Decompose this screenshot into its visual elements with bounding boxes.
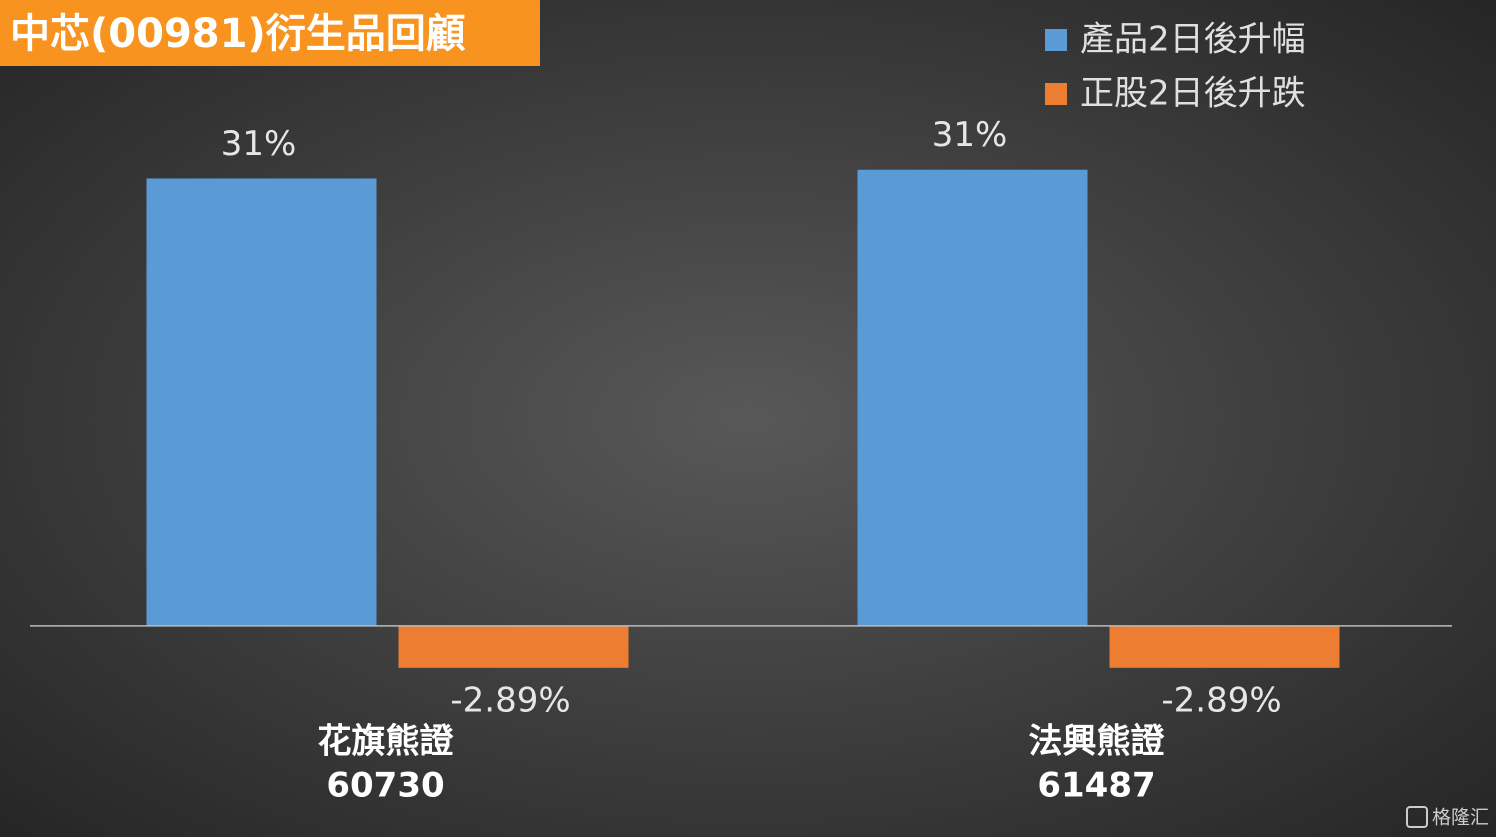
x-tick-code: 60730 — [326, 766, 444, 806]
data-label: 31% — [221, 124, 297, 164]
legend-label: 正股2日後升跌 — [1080, 74, 1306, 114]
bar — [398, 625, 629, 668]
legend-label: 產品2日後升幅 — [1080, 20, 1306, 60]
data-label: -2.89% — [1161, 680, 1281, 720]
chart-title: 中芯(00981)衍生品回顧 — [10, 11, 466, 57]
x-tick-code: 61487 — [1037, 766, 1155, 806]
title-box — [0, 0, 540, 66]
data-label: 31% — [932, 115, 1008, 155]
watermark: 格隆汇 — [1432, 807, 1489, 829]
x-tick-label: 花旗熊證 — [318, 722, 455, 762]
bar — [146, 178, 377, 626]
legend-swatch — [1045, 29, 1067, 51]
legend-swatch — [1045, 83, 1067, 105]
bar — [1109, 625, 1340, 668]
x-tick-label: 法興熊證 — [1029, 722, 1166, 762]
data-label: -2.89% — [450, 680, 570, 720]
watermark-icon — [1406, 806, 1428, 828]
bar — [857, 169, 1088, 626]
